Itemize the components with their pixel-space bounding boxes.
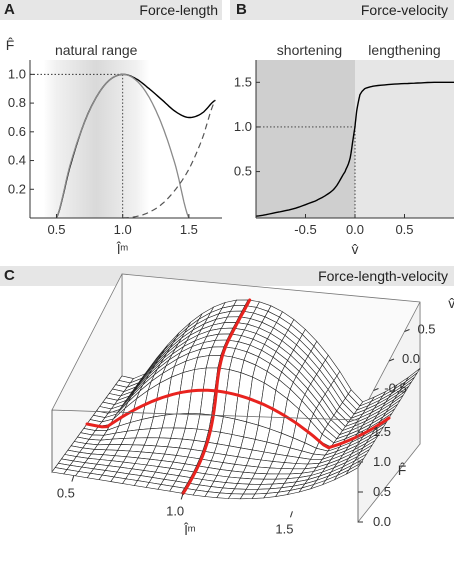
natural-range-shading (43, 60, 150, 218)
panel-c-v-tick (373, 388, 379, 391)
panel-a-y-tick-label: 0.2 (8, 181, 26, 196)
panel-a-letter: A (4, 1, 15, 18)
panel-b-y-tick-label: 0.5 (234, 164, 252, 179)
panel-b-x-tick-label: 0.0 (346, 222, 364, 237)
panel-c-f-tick-label: 1.0 (373, 454, 391, 469)
panel-c-letter: C (4, 267, 15, 284)
panel-c-v-tick (404, 329, 410, 332)
panel-b-y-tick-label: 1.0 (234, 119, 252, 134)
panel-c-title: Force-length-velocity (318, 268, 448, 284)
annotation-natural-range: natural range (55, 42, 138, 58)
panel-b-y-tick-label: 1.5 (234, 74, 252, 89)
panel-c-l-tick-label: 0.5 (57, 486, 75, 501)
panel-a-header (0, 0, 222, 20)
panel-c-v-tick-label: 0.5 (417, 322, 435, 337)
panel-a-title: Force-length (139, 2, 218, 18)
panel-a-x-tick-label: 1.5 (180, 222, 198, 237)
panel-c-l-tick (180, 493, 184, 500)
panel-c-l-tick-label: 1.0 (166, 503, 184, 518)
series-active-force (55, 73, 190, 219)
panel-c-header (0, 266, 454, 286)
panel-c-l-axis-label: l̂ᵐ (183, 522, 196, 539)
panel-b-letter: B (236, 1, 247, 18)
highlight-curve-velocity (181, 298, 252, 495)
panel-c-f-tick-label: 0.5 (373, 484, 391, 499)
panel-a-x-tick-label: 0.5 (47, 222, 65, 237)
panel-b-x-axis-label: v̂ (352, 241, 359, 257)
panel-c-f-axis-label: F̂ (398, 462, 407, 478)
panel-b-header (230, 0, 454, 20)
shortening-region (256, 60, 355, 218)
panel-c-v-tick (388, 358, 395, 362)
box-front-edges (51, 409, 359, 522)
panel-b-x-tick-label: 0.5 (395, 222, 413, 237)
panel-c-l-tick (289, 511, 293, 518)
panel-a-y-tick-label: 0.4 (8, 153, 26, 168)
panel-b-x-tick-label: -0.5 (294, 222, 316, 237)
panel-b-title: Force-velocity (360, 2, 448, 18)
annotation-shortening: shortening (277, 42, 342, 58)
panel-a-y-axis-label: F̂ (6, 37, 15, 53)
panel-a-y-tick-label: 1.0 (8, 66, 26, 81)
highlight-curve-length (85, 388, 391, 450)
panel-c-f-tick-label: 0.0 (373, 514, 391, 529)
panel-a-y-tick-label: 0.8 (8, 95, 26, 110)
panel-c-l-tick (71, 475, 75, 482)
surface-mesh (51, 299, 421, 500)
annotation-lengthening: lengthening (368, 42, 440, 58)
panel-c-v-tick-label: -0.5 (384, 381, 406, 396)
panel-c-v-tick-label: 0.0 (402, 351, 420, 366)
panel-a-x-axis-label: l̂ᵐ (116, 240, 129, 257)
panel-a-y-tick-label: 0.6 (8, 124, 26, 139)
panel-c-v-axis-label: v̂ (448, 295, 454, 311)
series-passive-force (122, 99, 216, 219)
panel-a-x-tick-label: 1.0 (114, 222, 132, 237)
series-force-velocity (255, 81, 454, 217)
panel-c-f-tick-label: 1.5 (373, 424, 391, 439)
panel-c-l-tick-label: 1.5 (275, 521, 293, 536)
